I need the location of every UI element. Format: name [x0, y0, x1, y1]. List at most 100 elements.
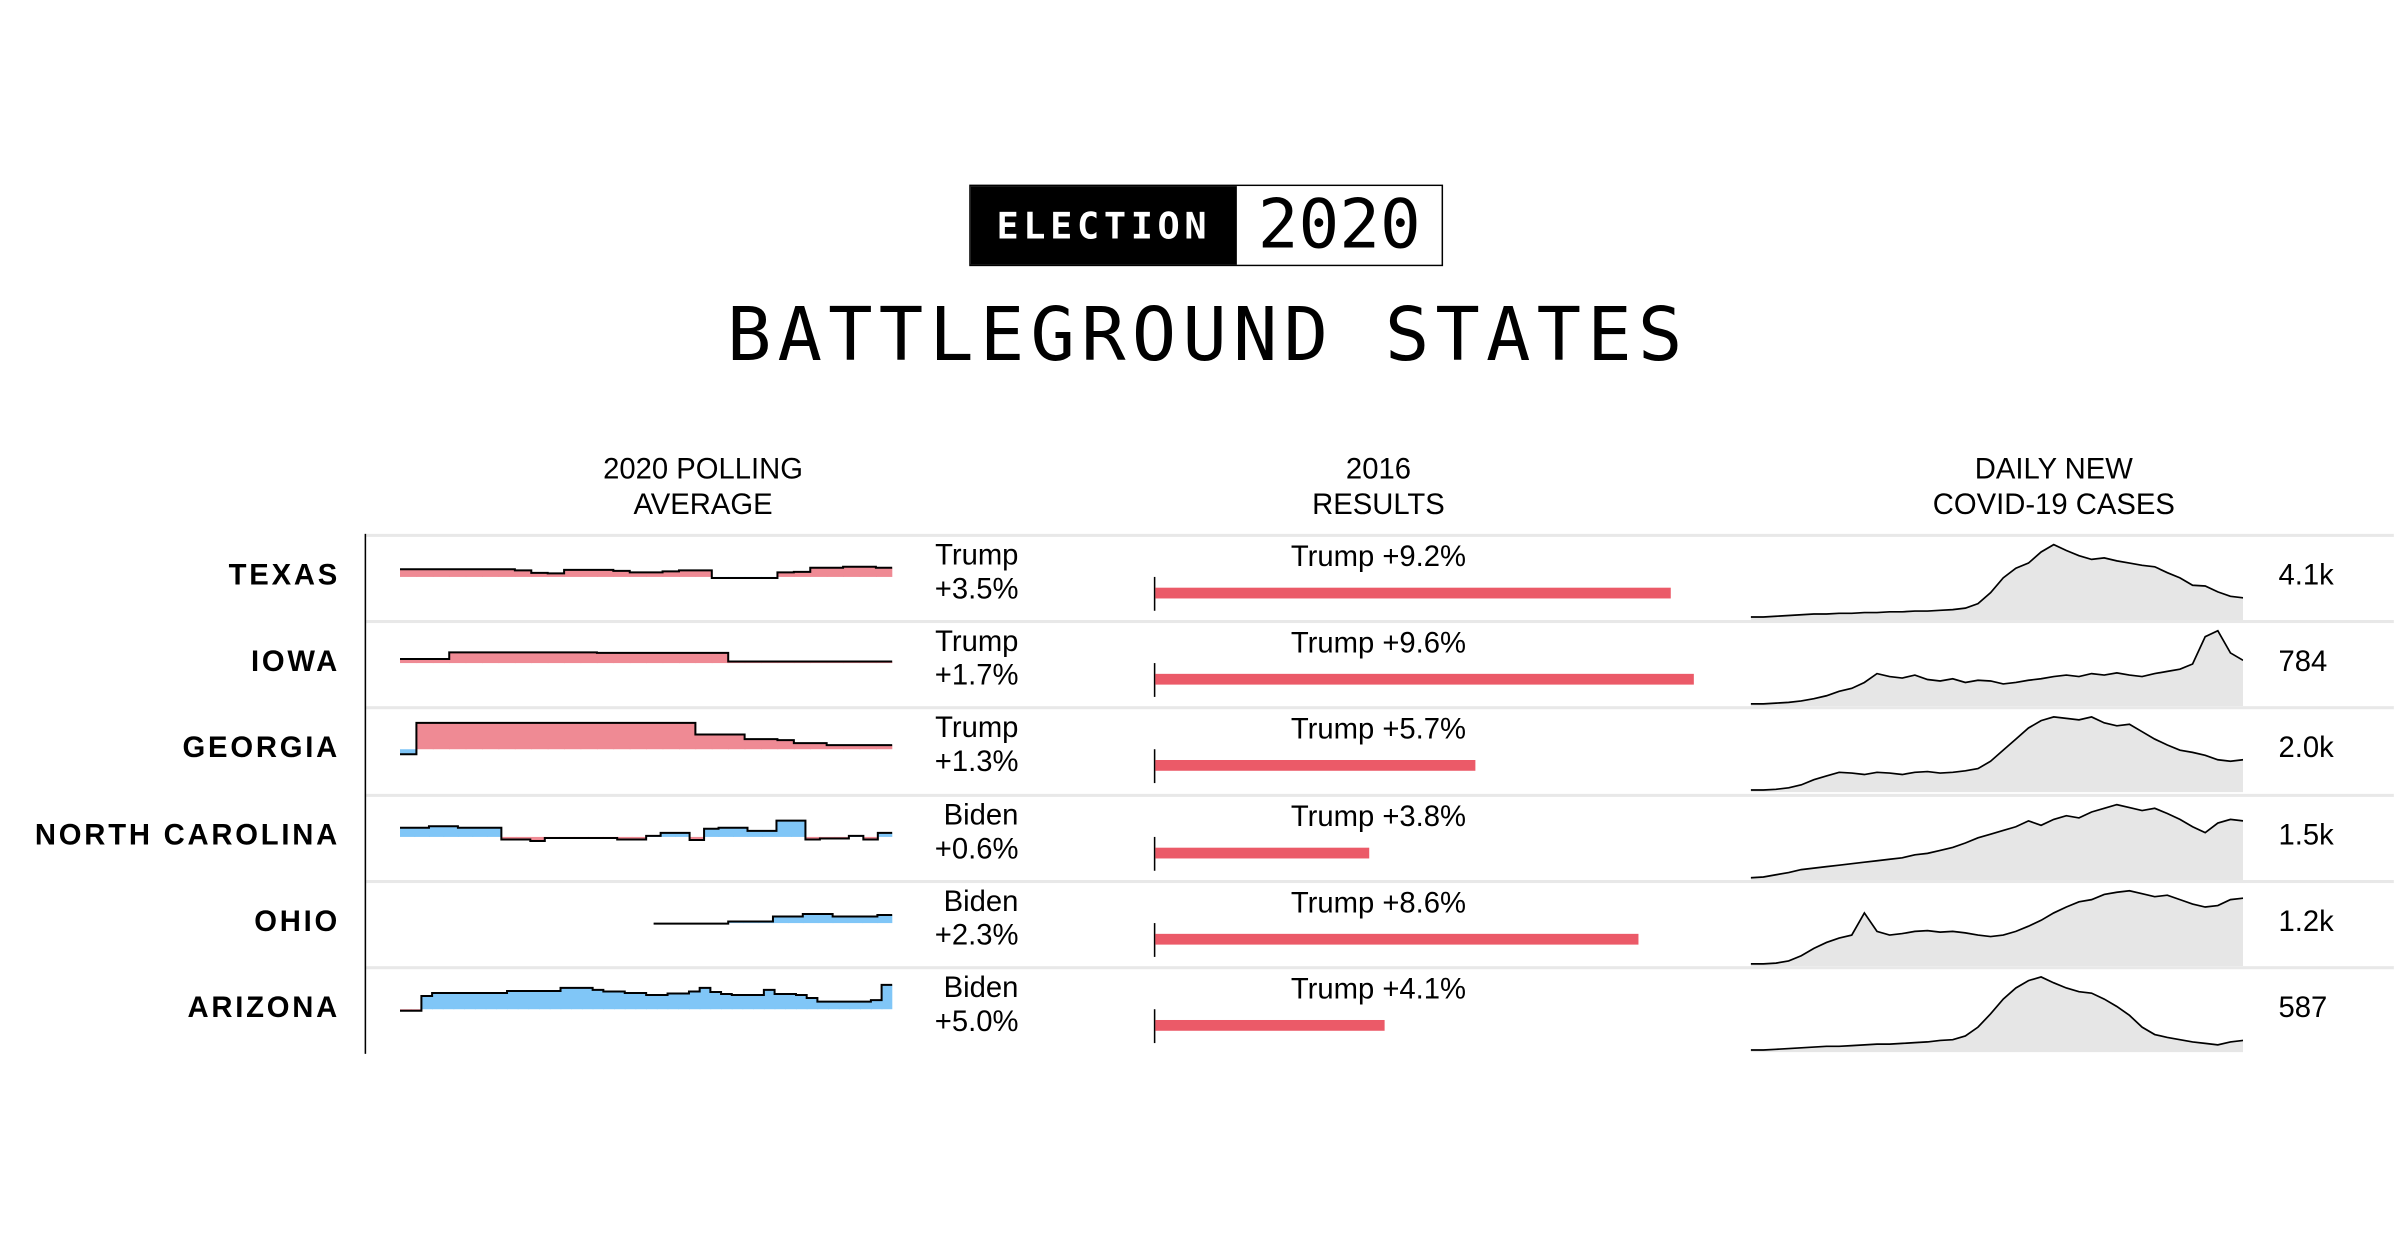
state-row: GEORGIA Trump +1.3% Trump +5.7% 2.0k: [0, 706, 2400, 793]
polling-area-segment: [660, 832, 676, 837]
polling-area-segment: [761, 739, 779, 750]
polling-area-segment: [613, 723, 631, 750]
polling-area-segment: [517, 990, 530, 1010]
row-axis-line: [364, 533, 367, 1054]
polling-sparkline: [653, 912, 893, 925]
polling-area-segment: [457, 827, 474, 837]
result-axis-tick: [1153, 749, 1156, 784]
polling-line: [399, 983, 893, 1012]
polling-area-segment: [793, 743, 812, 750]
state-label: IOWA: [250, 646, 340, 679]
polling-area-segment: [870, 1000, 883, 1010]
column-header-line: DAILY NEW: [1974, 453, 2133, 487]
polling-area-segment: [733, 827, 749, 837]
polling-margin: +5.0%: [934, 1006, 1019, 1039]
polling-area-segment: [699, 987, 712, 1010]
polling-area-segment: [728, 735, 746, 750]
polling-area-segment: [498, 569, 516, 577]
result-axis-tick: [1153, 663, 1156, 698]
polling-area-segment: [875, 745, 893, 750]
polling-area-segment: [399, 749, 418, 755]
state-label: TEXAS: [228, 559, 340, 593]
polling-area-segment: [613, 653, 631, 664]
polling-leader: Trump: [935, 712, 1019, 746]
polling-line: [653, 912, 893, 925]
polling-area-segment: [656, 995, 669, 1010]
polling-area-segment: [689, 836, 705, 840]
polling-area-segment: [838, 1001, 851, 1010]
polling-area-segment: [711, 653, 729, 664]
result-2016-bar: [1155, 1019, 1386, 1031]
state-label: ARIZONA: [187, 992, 340, 1025]
polling-area-segment: [624, 992, 637, 1010]
polling-area-segment: [826, 745, 844, 750]
polling-area-segment: [704, 828, 720, 837]
polling-area-segment: [805, 836, 821, 839]
polling-area-segment: [528, 990, 540, 1010]
covid-area-chart: [1750, 716, 2244, 793]
column-header-line: 2020 POLLING: [603, 453, 804, 487]
polling-area-segment: [859, 566, 877, 577]
polling-area-segment: [678, 723, 697, 750]
polling-area-segment: [399, 569, 418, 577]
polling-margin: +1.7%: [934, 660, 1019, 693]
polling-area-segment: [416, 569, 434, 577]
polling-area-segment: [718, 827, 734, 837]
polling-area-segment: [496, 992, 508, 1010]
polling-area-segment: [514, 570, 533, 577]
column-header-polling: 2020 POLLING AVERAGE: [503, 452, 903, 523]
polling-area-segment: [592, 989, 605, 1010]
polling-area-segment: [817, 1001, 829, 1010]
covid-area-chart: [1750, 889, 2244, 966]
polling-area-segment: [875, 567, 893, 577]
polling-area-segment: [747, 830, 763, 837]
election-2020-badge: ELECTION 2020: [969, 184, 1444, 267]
polling-area-segment: [531, 652, 549, 664]
polling-area-segment: [432, 659, 450, 664]
polling-area-segment: [465, 723, 483, 750]
polling-area-segment: [596, 723, 615, 750]
state-row: NORTH CAROLINA Biden +0.6% Trump +3.8% 1.5k: [0, 793, 2400, 880]
polling-area-segment: [810, 743, 828, 750]
polling-area-segment: [571, 987, 583, 1010]
polling-sparkline: [399, 819, 893, 842]
badge-election-label: ELECTION: [970, 186, 1237, 265]
polling-margin: +3.5%: [934, 573, 1019, 607]
polling-area-segment: [849, 1001, 861, 1010]
state-label: GEORGIA: [182, 732, 340, 766]
polling-area-segment: [564, 723, 582, 750]
polling-line: [399, 565, 893, 579]
polling-area-segment: [646, 723, 664, 750]
result-2016-bar: [1155, 587, 1672, 599]
polling-area-segment: [629, 653, 647, 664]
polling-area-segment: [695, 653, 713, 664]
covid-latest-value: 1.5k: [2278, 819, 2334, 852]
badge-year-label: 2020: [1236, 186, 1442, 265]
polling-area-segment: [549, 990, 562, 1010]
covid-latest-value: 784: [2278, 646, 2328, 679]
polling-area-segment: [531, 572, 549, 577]
polling-area-segment: [667, 993, 680, 1010]
column-header-line: AVERAGE: [633, 489, 773, 522]
polling-sparkline: [399, 722, 893, 756]
polling-area-segment: [474, 992, 487, 1010]
covid-area-fill: [1750, 803, 2244, 880]
polling-area-segment: [843, 566, 861, 577]
polling-area-segment: [826, 567, 844, 577]
covid-area-chart: [1750, 543, 2244, 620]
result-axis-tick: [1153, 836, 1156, 871]
polling-area-segment: [465, 652, 483, 664]
polling-area-segment: [547, 652, 565, 664]
result-2016-bar: [1155, 933, 1638, 945]
polling-area-segment: [580, 569, 598, 577]
polling-area-segment: [744, 739, 762, 750]
polling-margin: +0.6%: [934, 833, 1019, 866]
polling-line: [399, 722, 893, 756]
polling-area-segment: [547, 573, 565, 577]
polling-area-segment: [795, 995, 808, 1010]
polling-area-segment: [761, 830, 778, 837]
polling-area-segment: [777, 740, 795, 750]
polling-area-segment: [843, 745, 861, 750]
polling-area-segment: [581, 987, 594, 1010]
